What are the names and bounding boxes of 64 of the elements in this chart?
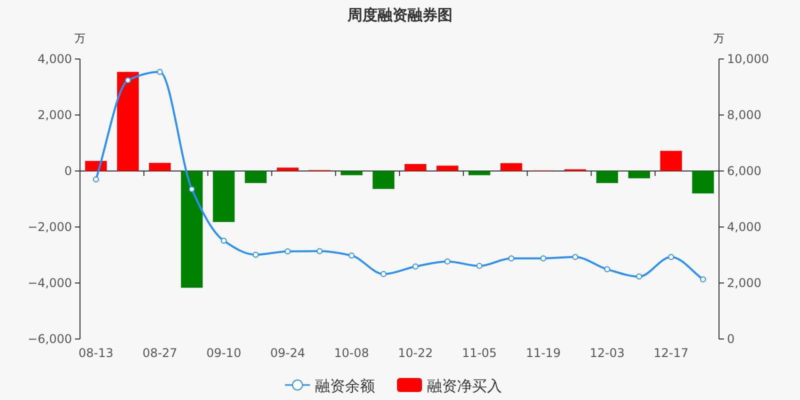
bar: [628, 171, 650, 178]
x-tick-label: 12-17: [654, 346, 689, 360]
y-tick-label: 2,000: [38, 108, 72, 122]
point: [252, 252, 259, 258]
bar: [660, 150, 682, 171]
point: [508, 255, 514, 262]
y-tick-label: −6,000: [28, 332, 72, 346]
point: [188, 186, 195, 192]
point: [156, 68, 163, 75]
bar: [500, 163, 522, 171]
x-tick-label: 11-19: [526, 346, 561, 360]
y-tick-label: 0: [64, 164, 72, 178]
bar: [149, 162, 171, 171]
bar: [372, 171, 394, 189]
bar: [212, 171, 235, 222]
point: [540, 255, 546, 262]
point: [380, 271, 387, 278]
x-tick-label: 11-05: [462, 346, 497, 360]
legend-label: 融资净买入: [427, 377, 502, 395]
y-tick-label: −2,000: [28, 220, 72, 234]
x-tick-label: 08-27: [142, 346, 178, 360]
bar: [404, 164, 426, 171]
x-tick-label: 09-10: [206, 346, 242, 360]
x-tick-label: 10-22: [398, 346, 433, 360]
y2-axis-title: 万: [714, 32, 724, 45]
bar: [436, 166, 458, 171]
point: [316, 248, 323, 254]
x-tick-label: 12-03: [590, 346, 625, 360]
y2-tick-label: 4,000: [727, 220, 762, 234]
point: [92, 176, 99, 182]
y2-tick-label: 8,000: [727, 108, 762, 122]
bar: [340, 171, 362, 176]
bar: [596, 171, 618, 184]
y2-tick-label: 2,000: [727, 276, 762, 290]
y2-tick-label: 10,000: [727, 52, 769, 66]
x-tick-label: 08-13: [78, 346, 114, 360]
point: [636, 274, 642, 280]
point: [412, 263, 418, 270]
bar: [244, 171, 267, 184]
bar: [692, 171, 714, 194]
bar: [468, 171, 490, 176]
point: [444, 258, 450, 264]
point: [700, 276, 706, 282]
bar: [276, 168, 299, 171]
point: [604, 266, 610, 272]
y-tick-label: 4,000: [38, 52, 72, 66]
x-tick-label: 09-24: [270, 346, 306, 360]
bar: [180, 171, 203, 288]
point: [284, 248, 291, 254]
point: [476, 262, 482, 269]
point: [348, 252, 355, 259]
legend-label: 融资余额: [315, 377, 375, 395]
y2-tick-label: 6,000: [727, 164, 762, 178]
bar: [117, 72, 139, 171]
point: [220, 238, 227, 244]
point: [668, 254, 674, 260]
chart-title: 周度融资融券图: [346, 6, 452, 24]
y-tick-label: −4,000: [28, 276, 72, 290]
y2-tick-label: 0: [727, 332, 735, 346]
point: [124, 77, 131, 84]
y-axis-title: 万: [74, 32, 86, 45]
point: [572, 254, 578, 260]
x-tick-label: 10-08: [334, 346, 370, 360]
bar: [85, 160, 107, 171]
